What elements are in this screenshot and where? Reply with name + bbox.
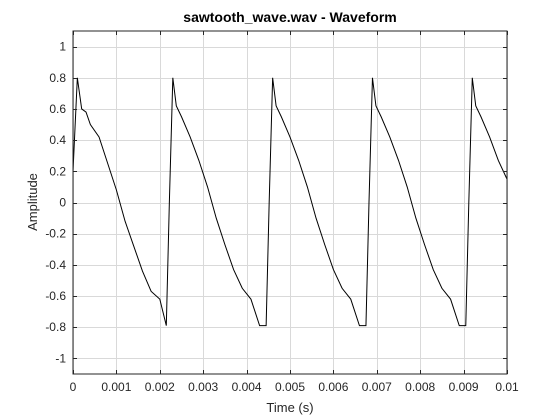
y-axis-label: Amplitude xyxy=(25,173,40,231)
x-tick-label: 0.003 xyxy=(188,380,218,394)
y-tick-label: 1 xyxy=(59,40,66,54)
x-tick-label: 0.002 xyxy=(145,380,175,394)
x-tick-label: 0.009 xyxy=(449,380,479,394)
y-tick-label: -0.8 xyxy=(45,320,66,334)
x-tick-label: 0.007 xyxy=(362,380,392,394)
y-tick-label: 0.4 xyxy=(49,133,66,147)
chart-title: sawtooth_wave.wav - Waveform xyxy=(183,9,396,25)
y-tick-label: 0.2 xyxy=(49,164,66,178)
x-tick-label: 0 xyxy=(70,380,77,394)
x-tick-label: 0.006 xyxy=(318,380,348,394)
x-tick-label: 0.004 xyxy=(232,380,262,394)
y-tick-label: -0.6 xyxy=(45,289,66,303)
y-tick-label: -1 xyxy=(55,351,66,365)
y-tick-label: 0.6 xyxy=(49,102,66,116)
x-tick-label: 0.008 xyxy=(405,380,435,394)
y-tick-label: 0.8 xyxy=(49,71,66,85)
y-tick-label: 0 xyxy=(59,196,66,210)
x-axis-label: Time (s) xyxy=(266,400,313,415)
x-tick-label: 0.01 xyxy=(495,380,519,394)
y-tick-label: -0.2 xyxy=(45,227,66,241)
x-tick-label: 0.001 xyxy=(101,380,131,394)
x-tick-label: 0.005 xyxy=(275,380,305,394)
y-tick-label: -0.4 xyxy=(45,258,66,272)
